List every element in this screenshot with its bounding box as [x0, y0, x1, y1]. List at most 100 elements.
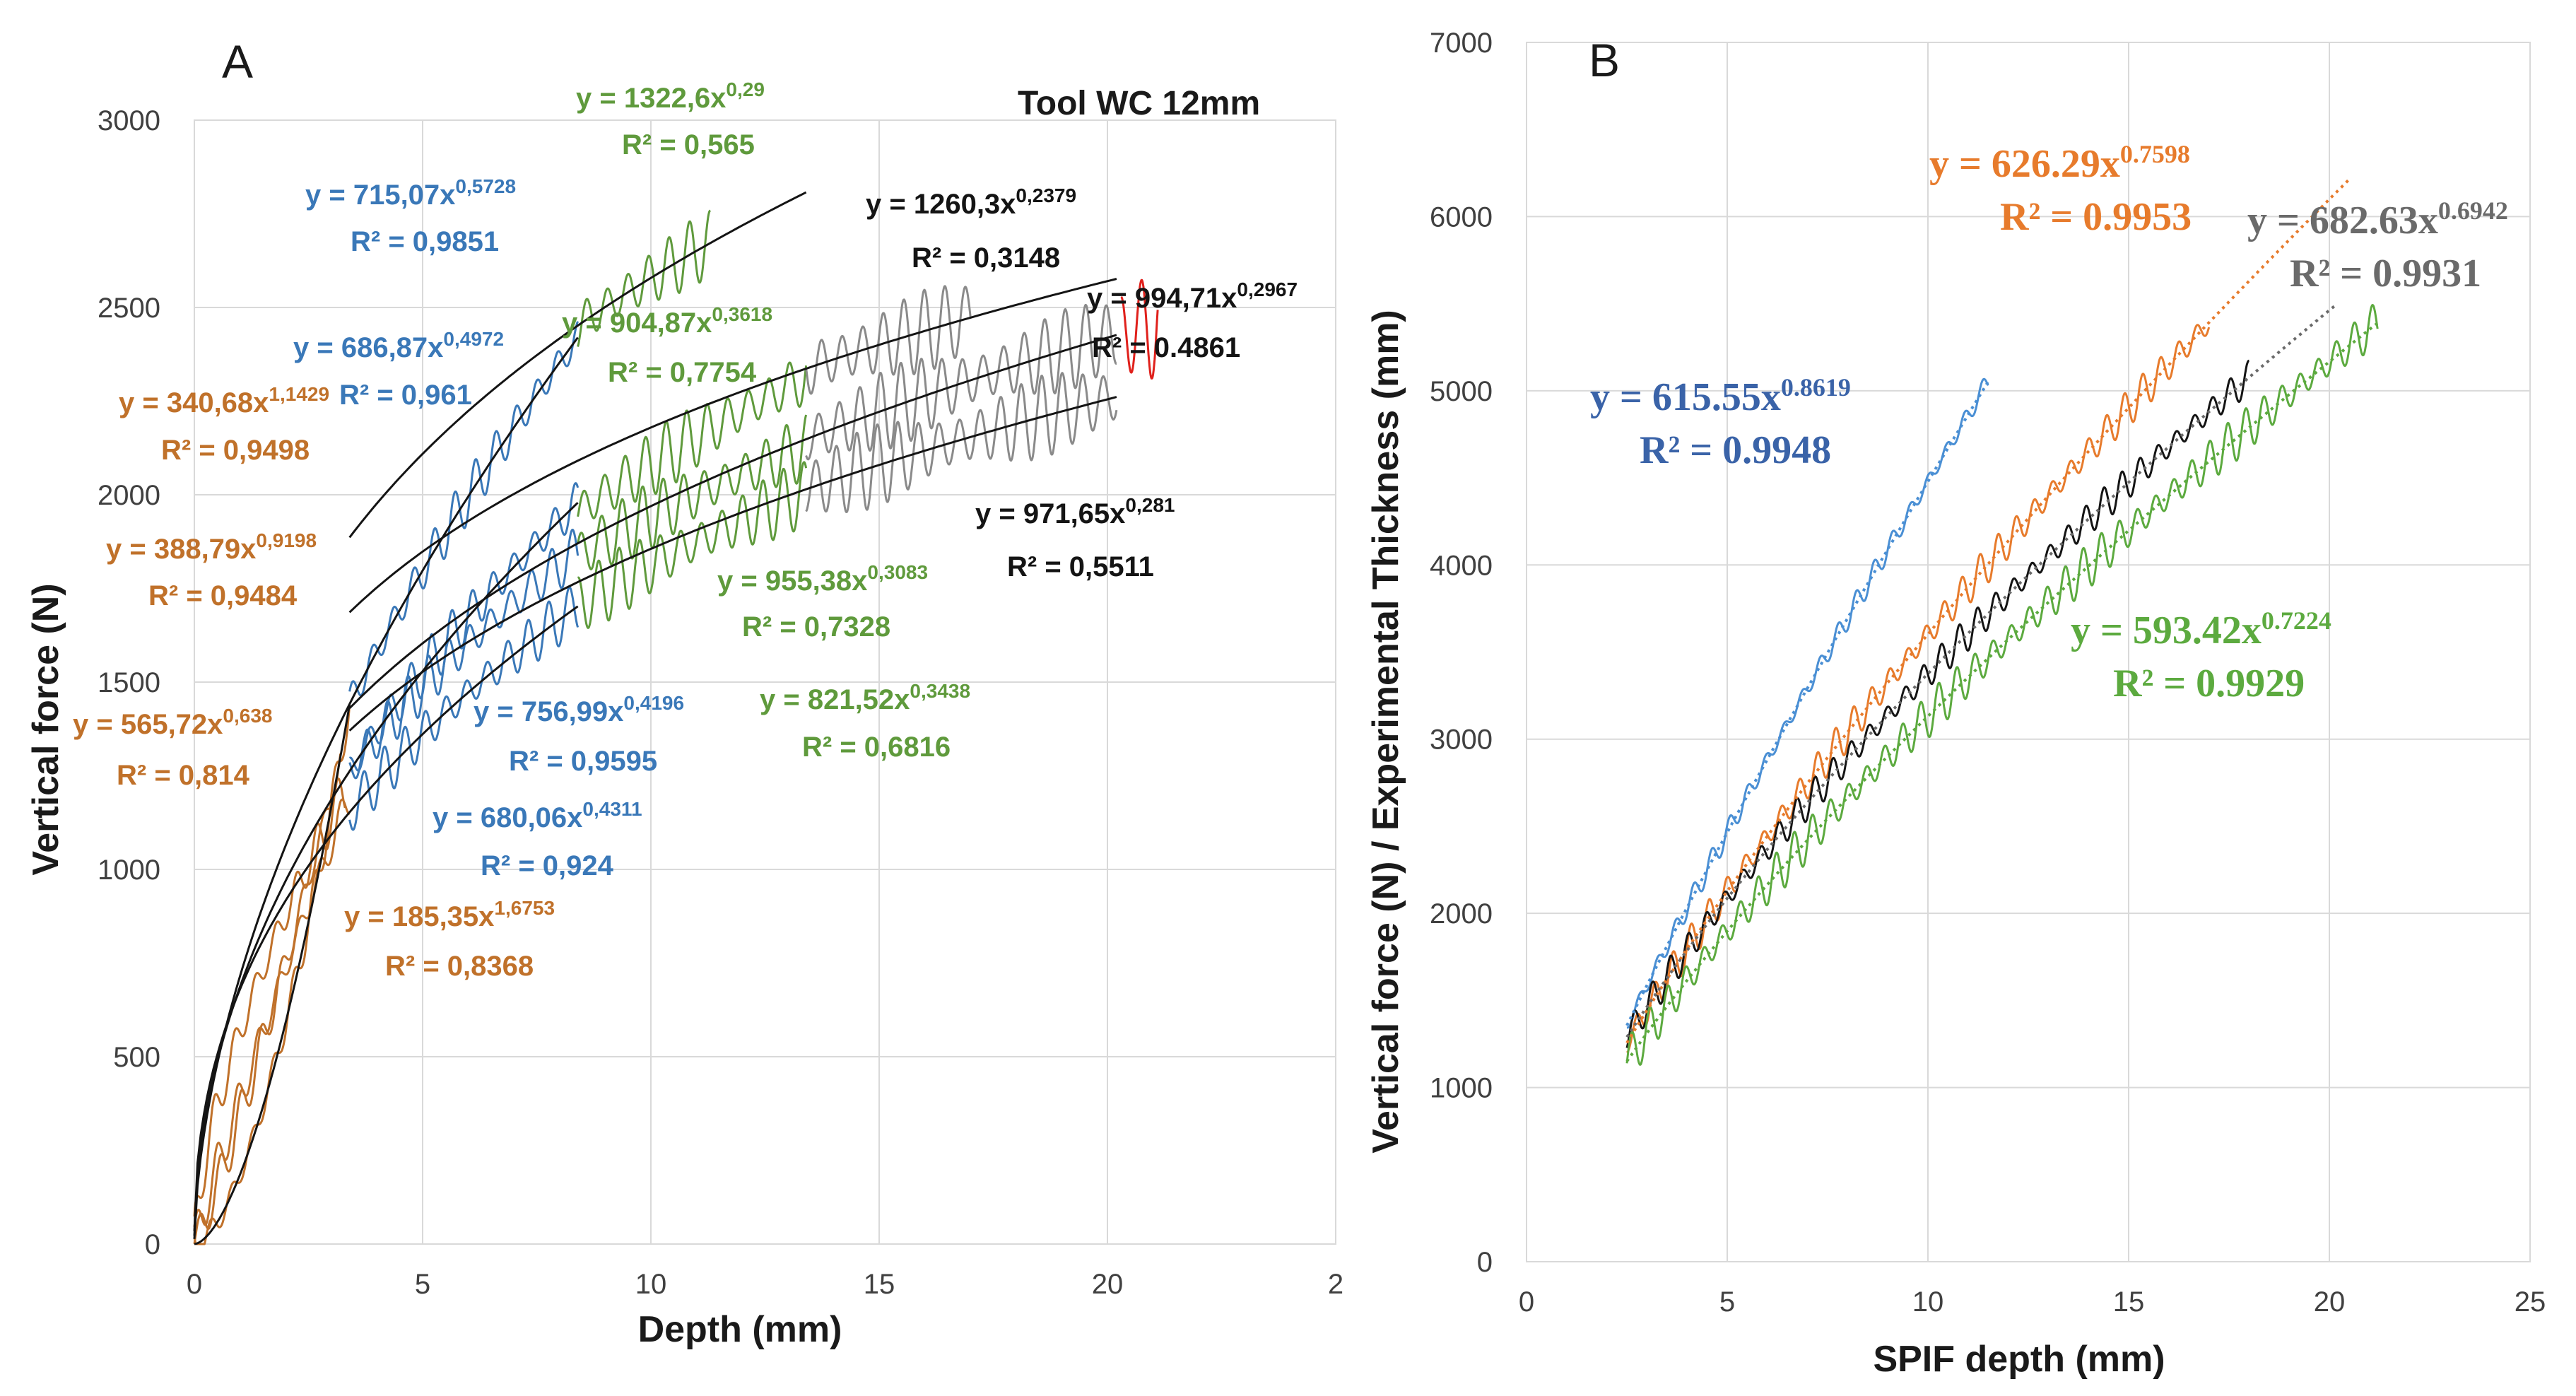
b-ytick-label: 4000 — [1430, 550, 1493, 581]
a-xtick-label: 2 — [1328, 1269, 1343, 1300]
a-series-line — [193, 753, 342, 1245]
a-fit-equation: y = 686,87x0,4972 — [293, 328, 504, 363]
a-trendline — [193, 336, 579, 1239]
b-xtick-label: 20 — [2314, 1286, 2346, 1318]
b-ytick-label: 2000 — [1430, 898, 1493, 929]
a-trendline — [348, 191, 807, 539]
b-xtick-label: 10 — [1912, 1286, 1944, 1318]
a-trendline — [193, 605, 579, 1231]
a-fit-equation: y = 715,07x0,5728 — [305, 175, 516, 211]
b-fit-equation: y = 593.42x0.7224 — [2071, 606, 2331, 652]
b-fit-r2: R² = 0.9953 — [2000, 195, 2192, 239]
b-ytick-label: 6000 — [1430, 201, 1493, 233]
a-fit-r2: R² = 0,8368 — [385, 951, 534, 982]
b-fit-equation: y = 682.63x0.6942 — [2247, 197, 2508, 242]
a-trendline — [348, 396, 1117, 732]
a-series-line — [1120, 278, 1159, 380]
a-fit-r2: R² = 0,961 — [339, 380, 472, 411]
panel-b-xlabel: SPIF depth (mm) — [1873, 1339, 2165, 1380]
a-fit-equation: y = 971,65x0,281 — [975, 494, 1175, 529]
panel-a-series — [193, 209, 1159, 1245]
a-fit-equation: y = 821,52x0,3438 — [760, 680, 970, 715]
a-fit-equation: y = 185,35x1,6753 — [344, 897, 555, 932]
a-fit-r2: R² = 0,6816 — [802, 732, 951, 763]
a-fit-equation: y = 565,72x0,638 — [73, 705, 273, 740]
panel-b-gridlines — [1526, 42, 2531, 1262]
a-ytick-label: 2000 — [98, 480, 160, 511]
panel-b-ticks: 0 1000 2000 3000 4000 5000 6000 7000 0 5 10 15 20 25 — [1430, 28, 2546, 1318]
a-fit-r2: R² = 0.4861 — [1092, 332, 1240, 363]
a-ytick-label: 1500 — [98, 667, 160, 698]
a-fit-r2: R² = 0,9484 — [148, 580, 298, 611]
a-fit-r2: R² = 0,7754 — [608, 357, 757, 388]
a-fit-r2: R² = 0,565 — [622, 129, 755, 160]
b-xtick-label: 0 — [1519, 1286, 1534, 1318]
a-xtick-label: 5 — [415, 1269, 430, 1300]
a-xtick-label: 20 — [1092, 1269, 1124, 1300]
panel-b-ylabel: Vertical force (N) / Experimental Thickn… — [1365, 310, 1406, 1154]
a-fit-r2: R² = 0,7328 — [742, 611, 890, 643]
b-series-line — [1625, 304, 2379, 1066]
panel-a-xlabel: Depth (mm) — [638, 1309, 842, 1350]
a-fit-equation: y = 680,06x0,4311 — [433, 798, 642, 833]
b-xtick-label: 15 — [2113, 1286, 2145, 1318]
a-fit-equation: y = 994,71x0,2967 — [1087, 278, 1298, 314]
b-series-line — [1626, 377, 1989, 1029]
b-trendline — [1625, 303, 2339, 1038]
a-fit-equation: y = 756,99x0,4196 — [474, 692, 684, 727]
b-ytick-label: 3000 — [1430, 725, 1493, 756]
panel-b-annotations: y = 626.29x0.7598 R² = 0.9953 y = 682.63x0… — [1590, 140, 2508, 705]
a-series-line — [805, 303, 1117, 461]
a-fit-equation: y = 904,87x0,3618 — [562, 303, 772, 339]
a-fit-equation: y = 1322,6x0,29 — [576, 78, 765, 114]
a-ytick-label: 3000 — [98, 105, 160, 136]
a-fit-equation: y = 955,38x0,3083 — [717, 561, 928, 597]
panel-a-letter: A — [222, 35, 253, 88]
a-xtick-label: 15 — [864, 1269, 895, 1300]
b-trendline — [1625, 380, 1989, 1026]
a-trendline — [194, 704, 351, 1245]
a-series-line — [348, 529, 580, 780]
b-fit-equation: y = 615.55x0.8619 — [1590, 373, 1851, 419]
b-series-line — [1626, 324, 2211, 1054]
b-series-line — [1625, 359, 2250, 1048]
panel-a-trendlines — [193, 191, 1117, 1245]
a-fit-r2: R² = 0,5511 — [1007, 551, 1154, 582]
a-fit-r2: R² = 0,9851 — [351, 226, 499, 257]
b-ytick-label: 0 — [1477, 1247, 1493, 1278]
b-ytick-label: 7000 — [1430, 28, 1493, 59]
a-fit-r2: R² = 0,9595 — [509, 746, 657, 777]
a-xtick-label: 0 — [187, 1269, 202, 1300]
a-ytick-label: 500 — [113, 1042, 160, 1073]
panel-b-trendlines — [1625, 177, 2379, 1062]
a-fit-equation: y = 340,68x1,1429 — [119, 383, 329, 418]
b-fit-r2: R² = 0.9948 — [1640, 428, 1831, 472]
a-fit-equation: y = 388,79x0,9198 — [106, 529, 317, 565]
a-series-line — [193, 705, 351, 1245]
a-series-line — [193, 798, 351, 1227]
b-ytick-label: 5000 — [1430, 376, 1493, 407]
a-series-line — [577, 414, 808, 570]
panel-b-series — [1625, 304, 2379, 1066]
panel-b-letter: B — [1589, 34, 1620, 86]
panel-a-annotations: y = 1322,6x0,29 R² = 0,565 y = 715,07x0,57… — [73, 78, 1298, 982]
a-trendline — [193, 502, 579, 1236]
b-fit-r2: R² = 0.9931 — [2290, 252, 2481, 295]
b-fit-equation: y = 626.29x0.7598 — [1929, 140, 2190, 186]
a-fit-r2: R² = 0,9498 — [161, 435, 310, 466]
panel-a-title: Tool WC 12mm — [1018, 85, 1260, 122]
b-ytick-label: 1000 — [1430, 1073, 1493, 1104]
a-series-line — [348, 482, 580, 772]
a-fit-r2: R² = 0,924 — [481, 850, 614, 881]
b-xtick-label: 25 — [2515, 1286, 2546, 1318]
a-trendline — [348, 334, 1117, 710]
a-fit-r2: R² = 0,3148 — [912, 242, 1060, 274]
panel-a-ylabel: Vertical force (N) — [25, 583, 66, 875]
a-fit-equation: y = 1260,3x0,2379 — [866, 184, 1076, 220]
a-fit-r2: R² = 0,814 — [117, 760, 250, 791]
a-trendline — [348, 278, 1117, 614]
b-xtick-label: 5 — [1719, 1286, 1735, 1318]
a-ytick-label: 0 — [145, 1229, 160, 1260]
